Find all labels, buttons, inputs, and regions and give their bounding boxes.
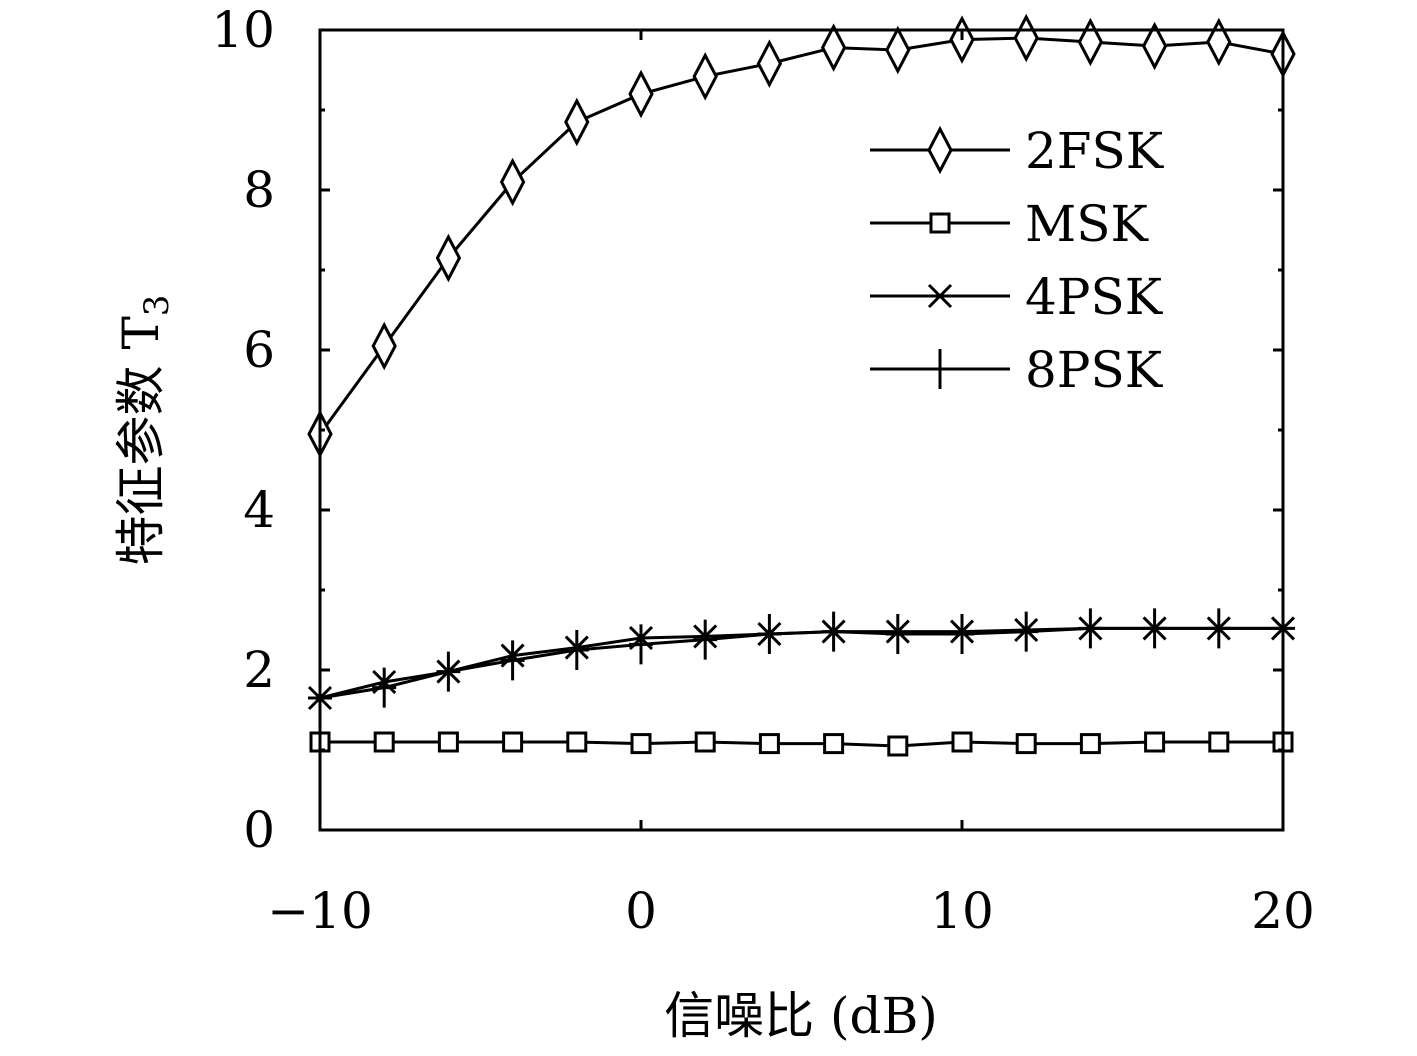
data-point-diamond: [1077, 17, 1104, 67]
x-tick-label: 20: [1251, 882, 1315, 940]
y-tick-label: 8: [243, 161, 275, 219]
data-point-diamond: [1013, 13, 1039, 63]
data-point-diamond: [435, 233, 462, 283]
data-point-plus: [821, 611, 846, 652]
data-point-square: [566, 731, 588, 753]
ticks-layer: −10 0 10 20 0 2 4 6 8 10: [211, 1, 1314, 940]
legend-label: MSK: [1025, 195, 1149, 253]
y-axis-label-main: 特征参数 T: [112, 316, 170, 565]
legend: 2FSK MSK 4PSK 8PSK: [870, 122, 1165, 399]
series-line-4psk: [319, 626, 1283, 700]
data-point-square: [1208, 731, 1230, 753]
data-point-plus: [950, 614, 974, 654]
data-point-square: [1079, 733, 1101, 755]
data-point-plus: [693, 619, 718, 660]
data-point-square: [929, 212, 951, 234]
y-tick-label: 4: [243, 481, 275, 539]
data-point-plus: [436, 651, 461, 692]
data-point-plus: [372, 667, 397, 708]
data-point-diamond: [756, 39, 783, 88]
data-point-square: [823, 733, 845, 755]
x-axis-label: 信噪比 (dB): [664, 987, 938, 1045]
series-line-2fsk: [318, 36, 1284, 435]
data-point-plus: [500, 640, 525, 681]
data-point-square: [630, 733, 652, 755]
x-tick-label: 10: [930, 882, 994, 940]
y-tick-label: 2: [243, 641, 275, 699]
data-point-diamond: [499, 157, 526, 207]
data-point-square: [758, 733, 780, 755]
data-point-plus: [1014, 611, 1039, 652]
data-point-plus: [1078, 608, 1103, 649]
y-tick-label: 6: [243, 321, 275, 379]
data-point-plus: [564, 630, 589, 670]
data-point-plus: [928, 349, 952, 389]
data-point-diamond: [885, 25, 911, 75]
data-point-square: [951, 731, 973, 753]
data-point-diamond: [1206, 17, 1232, 67]
data-point-square: [437, 731, 459, 753]
data-point-diamond: [927, 125, 953, 175]
data-point-diamond: [628, 69, 654, 119]
data-point-square: [1015, 733, 1037, 755]
legend-label: 8PSK: [1025, 341, 1164, 399]
data-point-plus: [629, 624, 653, 665]
data-point-plus: [757, 614, 782, 654]
data-point-square: [694, 731, 716, 753]
data-point-plus: [1142, 608, 1167, 649]
series-line-msk: [320, 740, 1283, 748]
data-point-diamond: [820, 23, 847, 72]
y-axis-label: 特征参数 T3: [112, 295, 177, 566]
series-line-8psk: [319, 626, 1283, 700]
data-point-x: [927, 283, 953, 309]
data-point-diamond: [692, 52, 718, 101]
legend-label: 4PSK: [1025, 268, 1164, 326]
data-point-square: [887, 735, 909, 757]
y-tick-label: 0: [243, 801, 275, 859]
data-point-square: [373, 731, 395, 753]
data-point-diamond: [564, 97, 590, 147]
data-point-plus: [1206, 608, 1231, 649]
legend-label: 2FSK: [1025, 122, 1165, 180]
data-point-square: [1144, 731, 1166, 753]
data-point-diamond: [1141, 21, 1168, 71]
x-tick-label: 0: [625, 882, 657, 940]
x-tick-label: −10: [267, 882, 373, 940]
y-axis-label-subscript: 3: [137, 295, 177, 317]
data-point-diamond: [371, 321, 397, 371]
y-tick-label: 10: [211, 1, 275, 59]
data-point-square: [502, 731, 524, 753]
data-point-plus: [885, 614, 910, 654]
series-layer: [307, 13, 1296, 757]
